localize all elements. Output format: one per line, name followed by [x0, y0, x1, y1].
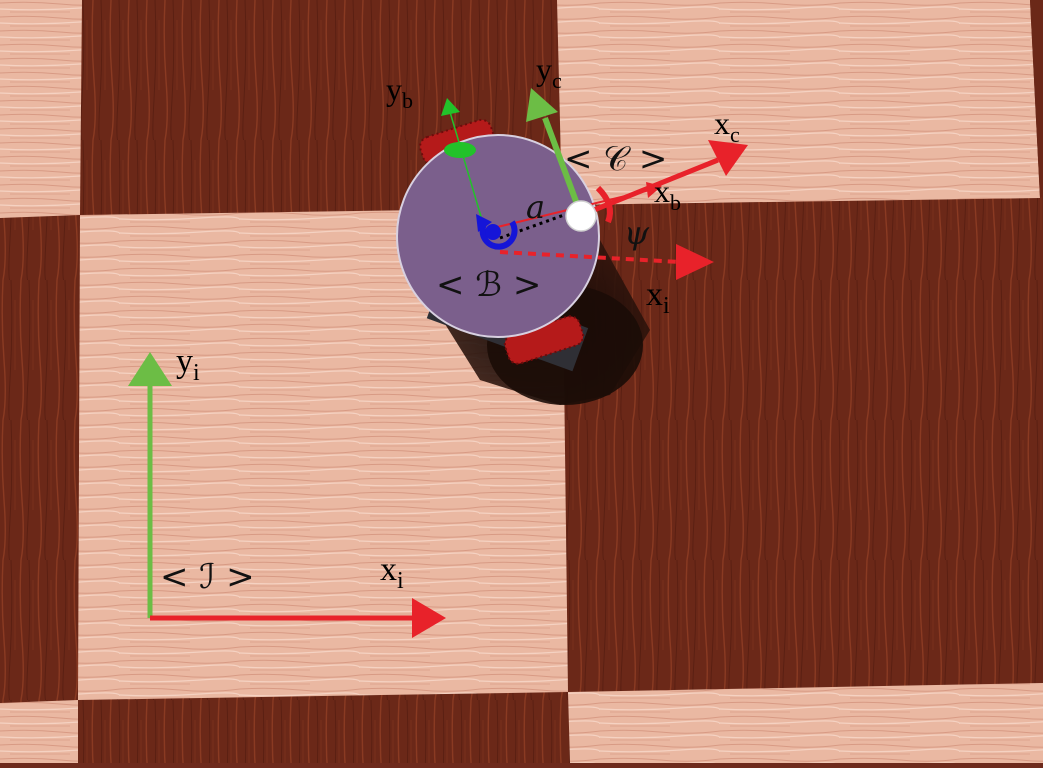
body-frame-label: < ℬ > [436, 265, 541, 305]
xc-label-sub: c [730, 122, 740, 147]
yb-label-base: y [386, 71, 402, 107]
dark-edge-right [1030, 0, 1043, 198]
light-tile-bottom-left [0, 700, 78, 763]
xi-dashed-line [499, 250, 681, 264]
xb-label: xb [654, 173, 681, 215]
labels: < ℐ > < ℬ > < 𝒞 > xi yi xi xb yb xc yc a… [160, 51, 740, 597]
yi-label-base: y [176, 343, 193, 380]
wheel-bottom [503, 315, 585, 365]
xc-arrowhead [708, 140, 748, 176]
camera-mount [595, 185, 613, 224]
xi-arrowhead [412, 598, 446, 638]
yc-label-base: y [536, 51, 552, 87]
yb-axis-line [449, 111, 486, 231]
camera-frame-axes [526, 88, 748, 232]
camera-point [565, 200, 597, 232]
xi-robot-label-sub: i [663, 293, 670, 319]
light-tile-top-right [557, 0, 1040, 205]
yc-axis-line [542, 116, 583, 214]
xc-label-base: x [714, 105, 730, 141]
xi-robot-label-base: x [646, 276, 663, 313]
body-marker [444, 142, 476, 158]
xi-robot-label: xi [646, 276, 670, 319]
offset-label: a [526, 188, 545, 226]
xc-label: xc [714, 105, 740, 147]
yc-arrowhead [526, 88, 558, 122]
yi-label-sub: i [193, 360, 200, 386]
yc-label: yc [536, 51, 562, 93]
yaw-rotation-icon [476, 214, 518, 250]
light-tile-center [78, 208, 568, 700]
inertial-frame-label: < ℐ > [160, 557, 255, 597]
xi-label-sub: i [397, 568, 404, 594]
yb-arrowhead [441, 98, 460, 116]
yi-label: yi [176, 343, 200, 386]
xi-dashed-arrowhead [676, 244, 714, 280]
yaw-angle-label: ψ [624, 214, 650, 252]
yb-label-sub: b [402, 88, 413, 113]
xb-label-sub: b [670, 190, 681, 215]
yc-label-sub: c [552, 68, 562, 93]
yi-arrowhead [128, 352, 172, 386]
light-tile-bottom-right [568, 683, 1043, 763]
light-tile-top-left [0, 0, 82, 218]
camera-frame-label: < 𝒞 > [564, 139, 667, 179]
yb-label: yb [386, 71, 413, 113]
xi-label-base: x [380, 551, 397, 588]
xb-label-base: x [654, 173, 670, 209]
inertial-frame-axes [128, 352, 446, 638]
inertial-x-at-robot [499, 244, 714, 280]
xi-label: xi [380, 551, 404, 594]
